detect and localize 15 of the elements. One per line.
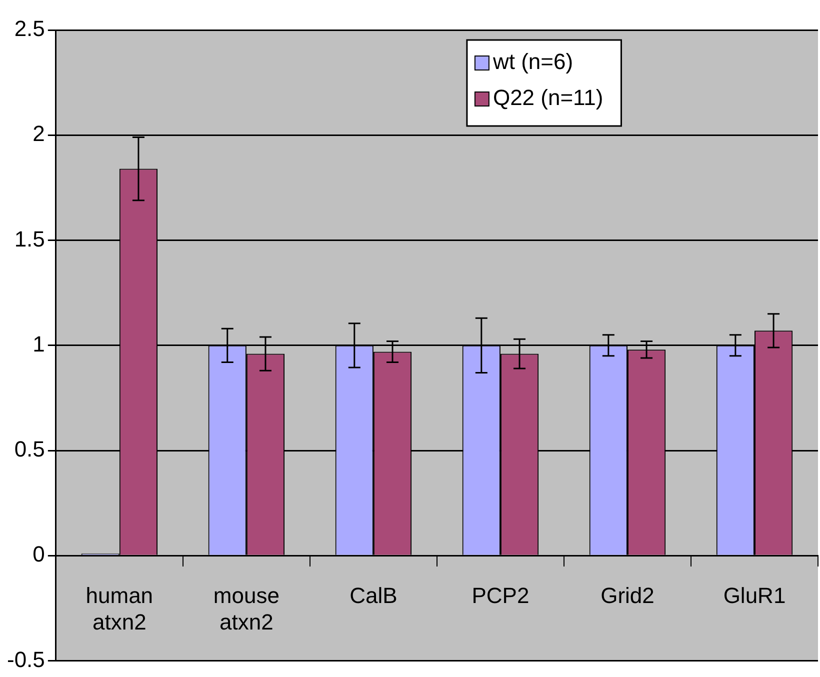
y-tick-label: 1.5 [14, 226, 45, 252]
x-tick-label: mouse atxn2 [213, 582, 280, 634]
x-tick-label: Grid2 [600, 582, 654, 608]
y-tick-label: 0 [32, 542, 45, 567]
x-tick-label: GluR1 [723, 582, 786, 608]
x-tick-label: human atxn2 [86, 582, 154, 634]
y-tick-label: 2 [32, 121, 45, 146]
x-tick-label: CalB [350, 582, 398, 608]
y-tick-label: 0.5 [14, 436, 45, 462]
y-tick-label: 2.5 [14, 16, 45, 42]
y-tick-label: 1 [32, 331, 45, 356]
legend-label: wt (n=6) [492, 49, 574, 74]
y-tick-label: -0.5 [6, 646, 45, 672]
x-tick-label: PCP2 [472, 582, 530, 608]
legend-label: Q22 (n=11) [492, 85, 604, 110]
